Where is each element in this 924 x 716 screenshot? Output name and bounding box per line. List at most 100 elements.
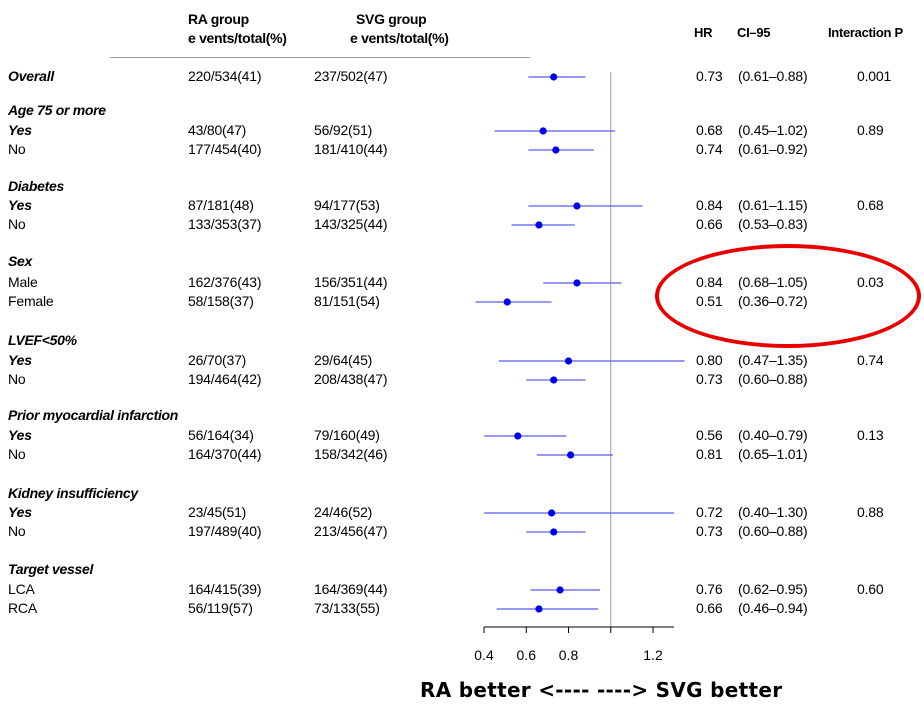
hr-point [573,202,581,210]
ra-events: 26/70(37) [188,352,247,368]
hr-value: 0.73 [696,68,723,84]
hr-point [550,528,558,536]
group-label: Prior myocardial infarction [8,407,179,423]
svg-events: 237/502(47) [314,68,388,84]
row-label: Female [8,293,54,309]
hr-value: 0.73 [696,523,723,539]
row-label: Yes [8,352,32,368]
direction-footer: RA better <---- ----> SVG better [420,678,783,702]
hr-value: 0.76 [696,581,723,597]
ci-value: (0.60–0.88) [738,523,808,539]
interaction-p-value: 0.74 [857,352,884,368]
row-label: No [8,446,26,462]
interaction-p-value: 0.68 [857,197,884,213]
row-label: No [8,141,26,157]
ra-group-header: RA group e vents/total(%) [188,10,287,48]
ra-events: 164/415(39) [188,581,262,597]
group-label: Kidney insufficiency [8,485,138,501]
hr-point [550,73,558,81]
interaction-p-value: 0.13 [857,427,884,443]
hr-value: 0.66 [696,216,723,232]
hr-value: 0.72 [696,504,723,520]
interaction-p-value: 0.001 [857,68,892,84]
ra-events: 133/353(37) [188,216,262,232]
svg-group-header: SVG group e vents/total(%) [350,10,449,48]
group-label: Diabetes [8,178,64,194]
ci-value: (0.46–0.94) [738,600,808,616]
ra-events: 56/119(57) [188,600,253,616]
ci-value: (0.60–0.88) [738,371,808,387]
hr-point [564,357,573,365]
svg-events: 24/46(52) [314,504,373,520]
hr-point [514,432,522,440]
hr-point [503,298,511,306]
hr-value: 0.56 [696,427,723,443]
svg-events: 181/410(44) [314,141,388,157]
x-tick-label: 0.8 [559,647,579,663]
svg-events: 213/456(47) [314,523,388,539]
ra-events: 58/158(37) [188,293,254,309]
row-label: No [8,216,26,232]
hr-point [552,146,560,154]
svg-events: 208/438(47) [314,371,388,387]
svg-events: 29/64(45) [314,352,373,368]
row-label: Yes [8,427,32,443]
svg-header-line1: SVG group [356,11,427,27]
ra-events: 23/45(51) [188,504,247,520]
ra-header-line1: RA group [188,11,249,27]
hr-header: HR [694,25,713,40]
ci-value: (0.61–0.88) [738,68,808,84]
row-label: No [8,523,26,539]
hr-value: 0.68 [696,122,723,138]
hr-value: 0.81 [696,446,723,462]
group-label: LVEF<50% [8,332,77,348]
hr-value: 0.84 [696,197,723,213]
svg-events: 158/342(46) [314,446,388,462]
hr-point [567,451,575,459]
svg-events: 73/133(55) [314,600,380,616]
ci-value: (0.65–1.01) [738,446,808,462]
ra-events: 87/181(48) [188,197,254,213]
ra-events: 177/454(40) [188,141,262,157]
svg-events: 56/92(51) [314,122,373,138]
hr-point [573,279,581,287]
ra-events: 220/534(41) [188,68,262,84]
ra-header-line2: e vents/total(%) [188,30,287,46]
interaction-p-value: 0.88 [857,504,884,520]
ci-value: (0.40–0.79) [738,427,808,443]
hr-point [550,376,558,384]
x-tick-label: 0.6 [517,647,537,663]
interaction-p-value: 0.60 [857,581,884,597]
hr-value: 0.80 [696,352,723,368]
hr-value: 0.73 [696,371,723,387]
svg-events: 79/160(49) [314,427,380,443]
ci-header: CI–95 [737,25,771,40]
group-label: Target vessel [8,561,94,577]
ci-value: (0.62–0.95) [738,581,808,597]
hr-point [556,586,564,594]
header-divider [110,57,530,58]
ra-events: 194/464(42) [188,371,262,387]
ci-value: (0.45–1.02) [738,122,808,138]
ci-value: (0.61–0.92) [738,141,808,157]
ra-events: 164/370(44) [188,446,262,462]
row-label: Male [8,274,38,290]
svg-events: 94/177(53) [314,197,380,213]
hr-value: 0.66 [696,600,723,616]
row-label: No [8,371,26,387]
row-label: Yes [8,122,32,138]
hr-value: 0.74 [696,141,723,157]
interaction-p-value: 0.89 [857,122,884,138]
row-label: Overall [8,68,55,84]
hr-point [535,605,543,613]
ci-value: (0.61–1.15) [738,197,808,213]
svg-events: 143/325(44) [314,216,388,232]
ra-events: 43/80(47) [188,122,247,138]
ci-value: (0.40–1.30) [738,504,808,520]
highlight-ellipse [655,244,921,348]
x-tick-label: 0.4 [474,647,494,663]
group-label: Age 75 or more [8,102,106,118]
row-label: Yes [8,504,32,520]
svg-header-line2: e vents/total(%) [350,30,449,46]
